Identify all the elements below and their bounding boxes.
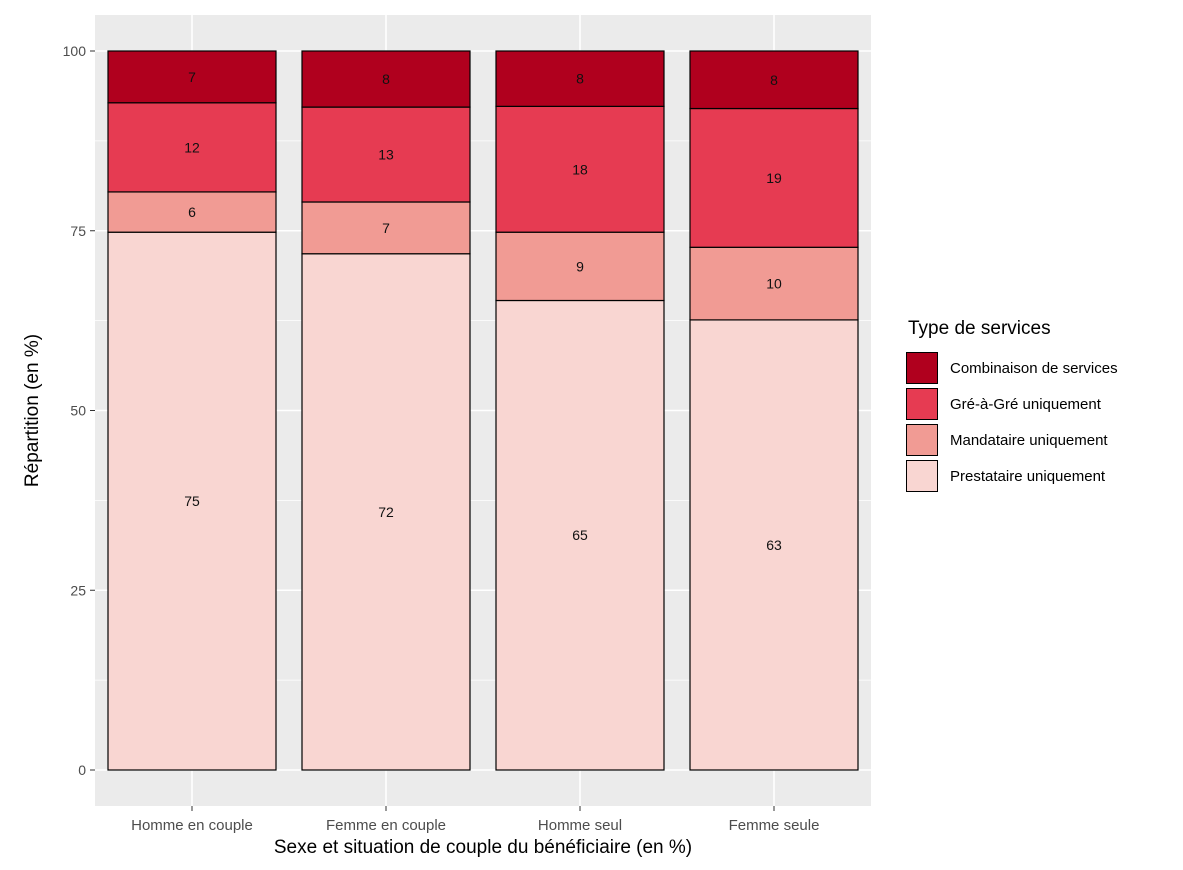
bar-segment [689, 107, 859, 248]
bar-value-label: 6 [188, 204, 196, 220]
bar-value-label: 10 [766, 276, 782, 292]
bar-segment [495, 50, 665, 107]
legend-key [906, 352, 938, 384]
bar-value-label: 65 [572, 527, 588, 543]
legend-key [906, 424, 938, 456]
y-tick-label: 100 [63, 43, 87, 59]
legend-item: Prestataire uniquement [906, 458, 1176, 494]
bar-segment [495, 105, 665, 233]
legend-label: Prestataire uniquement [950, 467, 1106, 485]
legend-title: Type de services [908, 318, 1051, 339]
bar-segment [301, 50, 471, 108]
bar-segment [689, 246, 859, 321]
bar-value-label: 8 [770, 72, 778, 88]
bar-segment [107, 102, 277, 193]
bar-value-label: 19 [766, 170, 782, 186]
bar-segment [107, 231, 277, 771]
bar-segment [301, 201, 471, 255]
legend-label: Mandataire uniquement [950, 431, 1108, 449]
legend-item: Combinaison de services [906, 350, 1176, 386]
legend-key [906, 388, 938, 420]
y-tick-label: 25 [70, 582, 86, 598]
x-tick-label: Homme en couple [131, 817, 253, 834]
x-axis-title: Sexe et situation de couple du bénéficia… [274, 837, 692, 858]
x-tick-label: Femme seule [729, 817, 820, 834]
bar-segment [495, 231, 665, 302]
bar-value-label: 9 [576, 258, 584, 274]
bar-value-label: 7 [188, 69, 196, 85]
y-tick-label: 75 [70, 223, 86, 239]
bar-value-label: 12 [184, 139, 200, 155]
legend-item: Mandataire uniquement [906, 422, 1176, 458]
bar-value-label: 75 [184, 493, 200, 509]
x-tick-label: Femme en couple [326, 817, 446, 834]
y-tick-label: 50 [70, 403, 86, 419]
bar-value-label: 18 [572, 161, 588, 177]
x-tick-label: Homme seul [538, 817, 622, 834]
y-axis-title: Répartition (en %) [22, 334, 43, 487]
bar-value-label: 63 [766, 537, 782, 553]
bar-value-label: 72 [378, 504, 394, 520]
bar-value-label: 13 [378, 147, 394, 163]
bar-segment [495, 299, 665, 771]
legend: Type de services Combinaison de services… [906, 318, 1176, 494]
legend-key [906, 460, 938, 492]
y-tick-label: 0 [78, 762, 86, 778]
bar-segment [689, 319, 859, 771]
bar-value-label: 8 [382, 71, 390, 87]
bar-segment [689, 50, 859, 110]
bar-segment [301, 253, 471, 771]
bar-value-label: 8 [576, 71, 584, 87]
bar-segment [301, 106, 471, 203]
legend-label: Combinaison de services [950, 359, 1118, 377]
legend-label: Gré-à-Gré uniquement [950, 395, 1101, 413]
bar-segment [107, 50, 277, 104]
bar-value-label: 7 [382, 220, 390, 236]
legend-item: Gré-à-Gré uniquement [906, 386, 1176, 422]
legend-items: Combinaison de services Gré-à-Gré uniquem… [906, 350, 1176, 494]
